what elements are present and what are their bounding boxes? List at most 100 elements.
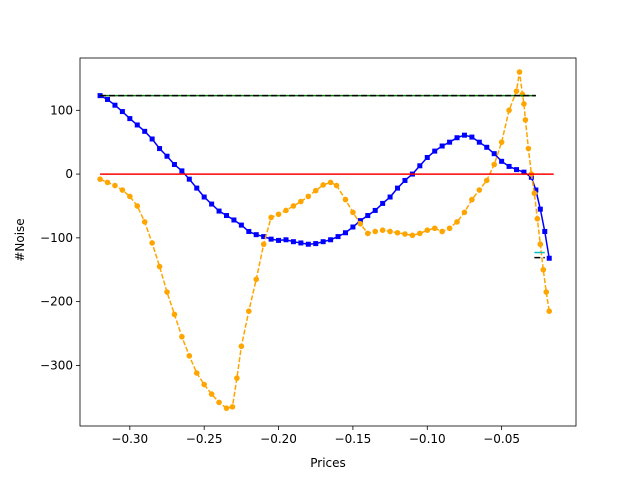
data-point-s0-32 bbox=[335, 234, 341, 240]
data-point-s1-16 bbox=[216, 399, 222, 406]
data-point-s1-55 bbox=[498, 139, 505, 145]
x-tick-label-1: −0.25 bbox=[186, 432, 223, 446]
data-point-s0-60 bbox=[537, 206, 543, 212]
data-point-s1-14 bbox=[201, 381, 207, 388]
data-point-s1-64 bbox=[531, 190, 538, 197]
y-tick-label-4: 100 bbox=[50, 103, 73, 117]
data-point-s1-25 bbox=[275, 211, 282, 218]
data-point-s1-44 bbox=[417, 230, 423, 237]
data-point-s1-32 bbox=[327, 179, 334, 186]
data-point-s1-24 bbox=[268, 214, 274, 221]
data-point-s0-61 bbox=[542, 228, 548, 234]
data-point-s1-51 bbox=[469, 196, 475, 203]
data-point-s1-69 bbox=[546, 308, 553, 314]
data-point-s1-26 bbox=[283, 207, 289, 214]
y-axis-label: #Noise bbox=[13, 218, 27, 261]
data-point-s0-30 bbox=[320, 239, 326, 245]
data-point-s1-6 bbox=[141, 219, 148, 225]
data-point-s1-29 bbox=[305, 193, 312, 200]
data-point-s0-18 bbox=[231, 217, 237, 223]
data-point-s1-8 bbox=[156, 263, 163, 270]
data-point-s0-8 bbox=[157, 146, 163, 152]
data-point-s1-40 bbox=[387, 228, 393, 235]
data-point-s0-50 bbox=[469, 134, 475, 140]
data-point-s0-16 bbox=[216, 208, 222, 214]
x-tick-label-5: −0.05 bbox=[483, 432, 520, 446]
data-point-s1-30 bbox=[312, 187, 319, 194]
data-point-s0-13 bbox=[194, 185, 200, 191]
data-point-s1-38 bbox=[372, 228, 379, 235]
data-point-s0-11 bbox=[179, 168, 185, 174]
data-point-s0-45 bbox=[432, 148, 438, 154]
y-tick-label-0: −300 bbox=[40, 358, 73, 372]
data-point-s0-10 bbox=[171, 162, 177, 168]
data-point-s1-9 bbox=[164, 289, 170, 295]
data-point-s0-21 bbox=[253, 232, 259, 238]
data-point-s1-39 bbox=[379, 227, 386, 234]
data-point-s1-60 bbox=[521, 101, 527, 107]
data-point-s0-17 bbox=[223, 213, 229, 219]
data-point-s1-28 bbox=[298, 198, 304, 205]
data-point-s0-40 bbox=[395, 185, 401, 191]
x-tick-label-2: −0.20 bbox=[260, 432, 297, 446]
data-point-s0-31 bbox=[328, 237, 334, 243]
data-point-s1-22 bbox=[253, 276, 260, 283]
x-axis-ticks: −0.30 −0.25 −0.20 −0.15 −0.10 −0.05 bbox=[111, 426, 520, 446]
data-point-s0-12 bbox=[186, 176, 192, 182]
series-group bbox=[97, 69, 554, 411]
data-point-s1-37 bbox=[364, 230, 371, 237]
data-point-s1-3 bbox=[119, 187, 126, 193]
data-point-s0-62 bbox=[546, 255, 552, 261]
data-point-s1-53 bbox=[483, 177, 490, 184]
data-point-s1-0 bbox=[97, 176, 103, 182]
data-point-s0-46 bbox=[439, 143, 445, 149]
data-point-s0-39 bbox=[387, 194, 393, 200]
axes-border bbox=[79, 57, 577, 427]
data-point-s0-48 bbox=[454, 135, 460, 141]
data-point-s0-5 bbox=[134, 122, 140, 128]
data-point-s1-17 bbox=[223, 405, 230, 411]
data-point-s1-4 bbox=[127, 193, 133, 200]
data-point-s1-31 bbox=[320, 182, 326, 188]
data-point-s1-56 bbox=[506, 107, 512, 114]
data-point-s0-38 bbox=[380, 200, 386, 206]
data-point-s1-47 bbox=[439, 228, 445, 235]
data-point-s1-46 bbox=[431, 225, 438, 232]
data-point-s0-57 bbox=[521, 169, 527, 175]
data-point-s1-7 bbox=[149, 240, 155, 246]
data-point-s1-62 bbox=[525, 145, 532, 152]
data-point-s0-36 bbox=[365, 213, 371, 219]
data-point-s0-3 bbox=[119, 109, 125, 115]
data-point-s1-68 bbox=[543, 289, 550, 295]
data-point-s0-15 bbox=[209, 201, 215, 207]
data-point-s1-45 bbox=[424, 227, 431, 234]
y-axis-ticks: −300 −200 −100 0 100 bbox=[40, 103, 80, 372]
data-point-s0-34 bbox=[350, 224, 356, 230]
data-point-s1-52 bbox=[476, 187, 483, 193]
data-point-s0-20 bbox=[246, 228, 252, 234]
x-tick-label-0: −0.30 bbox=[111, 432, 148, 446]
data-point-s1-27 bbox=[290, 203, 297, 209]
data-point-s0-7 bbox=[149, 136, 155, 142]
data-point-s1-2 bbox=[112, 182, 118, 189]
data-point-s0-19 bbox=[238, 222, 244, 228]
data-point-s1-43 bbox=[409, 232, 416, 239]
data-point-s0-9 bbox=[164, 153, 170, 159]
data-point-s1-33 bbox=[333, 182, 340, 189]
data-point-s0-24 bbox=[276, 237, 282, 243]
data-point-s0-44 bbox=[424, 154, 430, 160]
data-point-s0-0 bbox=[97, 93, 103, 99]
data-point-s0-33 bbox=[342, 230, 348, 236]
data-point-s1-61 bbox=[522, 117, 529, 123]
data-point-s1-12 bbox=[186, 353, 193, 359]
data-point-s0-2 bbox=[112, 102, 118, 108]
data-point-s0-43 bbox=[417, 163, 423, 169]
data-point-s0-56 bbox=[514, 167, 520, 173]
data-point-s1-41 bbox=[394, 229, 401, 236]
axes-frame bbox=[79, 57, 577, 427]
data-point-s1-20 bbox=[238, 343, 245, 350]
y-tick-label-1: −200 bbox=[40, 295, 73, 309]
data-point-s1-21 bbox=[246, 308, 252, 314]
